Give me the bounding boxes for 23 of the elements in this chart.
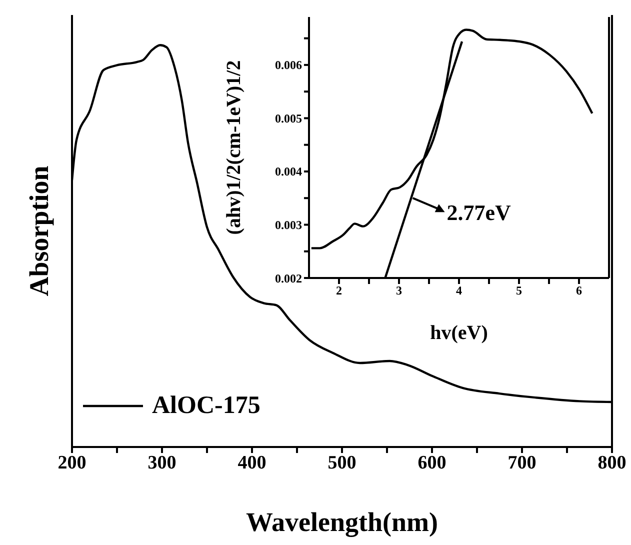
y-tick-label: 0.002 (275, 271, 302, 286)
y-tick-label: 0.004 (275, 164, 302, 179)
legend-label: AlOC-175 (152, 392, 260, 420)
x-tick-label: 6 (576, 284, 582, 298)
x-tick-label: 3 (396, 284, 402, 298)
y-tick-label: 0.005 (275, 111, 302, 126)
x-tick-label: 300 (148, 452, 176, 474)
x-axis-title: Wavelength(nm) (246, 507, 438, 537)
y-axis-title: Absorption (24, 166, 54, 296)
y-axis-title: (ahv)1/2(cm-1eV)1/2 (223, 60, 245, 235)
x-axis-title: hv(eV) (430, 322, 488, 344)
x-tick-label: 5 (516, 284, 522, 298)
x-tick-label: 600 (418, 452, 446, 474)
x-tick-label: 800 (598, 452, 626, 474)
x-tick-label: 200 (58, 452, 86, 474)
x-tick-label: 4 (456, 284, 462, 298)
y-tick-label: 0.006 (275, 58, 302, 72)
y-tick-label: 0.003 (275, 218, 302, 232)
x-tick-label: 500 (328, 452, 356, 474)
x-tick-label: 700 (508, 452, 536, 474)
x-tick-label: 400 (238, 452, 266, 474)
annotation: 2.77eV (446, 200, 512, 226)
x-tick-label: 2 (336, 284, 342, 298)
